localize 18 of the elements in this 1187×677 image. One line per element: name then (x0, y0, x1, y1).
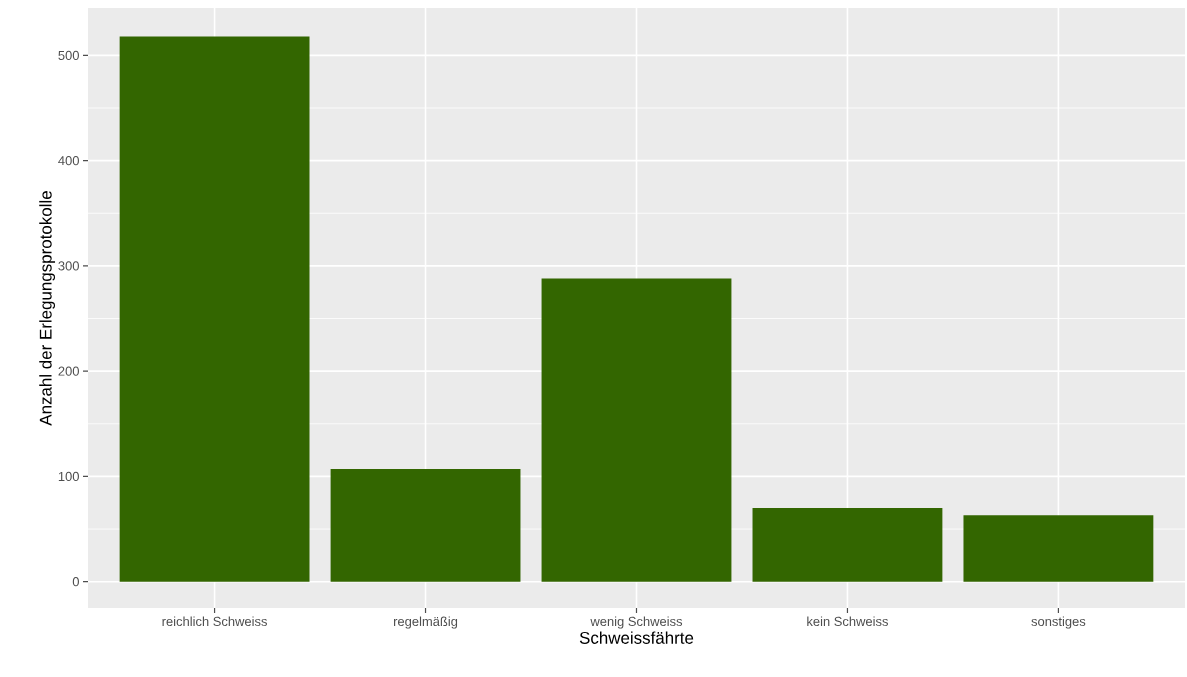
y-tick-label: 0 (72, 577, 79, 587)
x-tick-label: reichlich Schweiss (162, 616, 267, 627)
y-axis-title: Anzahl der Erlegungsprotokolle (39, 191, 56, 426)
y-tick-label: 100 (58, 471, 79, 481)
bar (330, 469, 521, 582)
x-tick-label: kein Schweiss (807, 616, 888, 627)
y-tick-label: 300 (58, 261, 79, 271)
x-tick-label: sonstiges (1031, 616, 1086, 629)
y-tick-label: 500 (58, 50, 79, 60)
x-axis-title: Schweissfährte (579, 631, 694, 644)
x-tick-label: wenig Schweiss (590, 616, 683, 629)
bar (752, 508, 943, 582)
bar (541, 278, 732, 582)
bar (963, 515, 1154, 582)
y-tick-label: 400 (58, 156, 79, 166)
y-tick-label: 200 (58, 366, 79, 376)
bar (119, 36, 310, 582)
x-tick-label: regelmäßig (394, 616, 458, 629)
